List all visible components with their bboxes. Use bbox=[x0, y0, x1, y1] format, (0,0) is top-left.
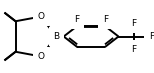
Text: O: O bbox=[37, 52, 44, 61]
Text: F: F bbox=[74, 15, 79, 24]
Text: F: F bbox=[149, 32, 154, 41]
Text: F: F bbox=[103, 15, 108, 24]
Text: F: F bbox=[132, 19, 137, 28]
Text: F: F bbox=[132, 45, 137, 54]
Text: B: B bbox=[53, 32, 59, 41]
Text: O: O bbox=[37, 12, 44, 21]
